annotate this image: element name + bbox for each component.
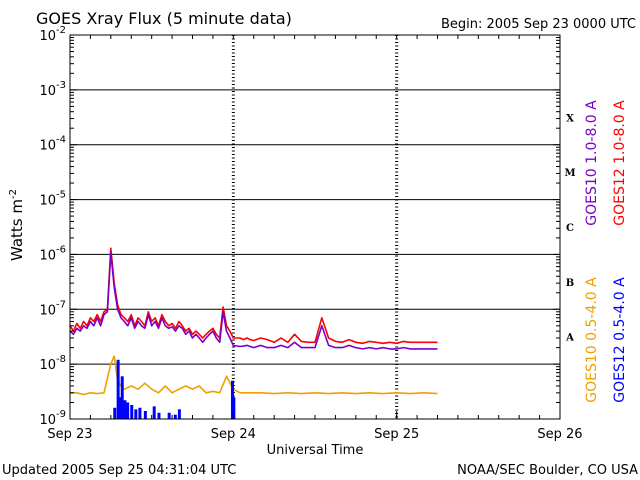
bar-goes12-0-5-4-0-a [120, 376, 124, 419]
gridlines [70, 89, 560, 365]
legend: GOES10 1.0-8.0 A GOES12 1.0-8.0 A GOES10 0… [584, 100, 628, 403]
flare-class-X: X [566, 113, 574, 124]
bar-goes12-0-5-4-0-a [113, 407, 117, 419]
y-tick-label: 10-8 [39, 354, 66, 373]
legend-item: GOES10 0.5-4.0 A [584, 277, 600, 403]
x-axis-ticks: Sep 23 Sep 24 Sep 25 Sep 26 [47, 35, 583, 442]
begin-label: Begin: 2005 Sep 23 0000 UTC [441, 17, 636, 32]
y-tick-label: 10-5 [39, 190, 66, 209]
y-tick-label: 10-3 [39, 80, 66, 99]
bar-goes12-0-5-4-0-a [167, 412, 171, 419]
bar-goes12-0-5-4-0-a [130, 404, 134, 419]
bar-goes12-0-5-4-0-a [138, 407, 142, 419]
data-series [69, 247, 438, 419]
series-goes12-1-0-8-0-a [69, 247, 438, 345]
plot-frame [69, 34, 561, 420]
y-axis-label: Watts m-2 [8, 189, 26, 261]
bar-goes12-0-5-4-0-a [157, 412, 161, 419]
flare-class-labels: A B C M X [564, 113, 575, 343]
bar-goes12-0-5-4-0-a [118, 397, 122, 419]
legend-item: GOES10 1.0-8.0 A [584, 100, 600, 226]
chart-title: GOES Xray Flux (5 minute data) [36, 9, 292, 28]
flare-class-B: B [566, 278, 574, 289]
bar-goes12-0-5-4-0-a [134, 409, 138, 419]
bar-goes12-0-5-4-0-a [123, 400, 127, 419]
flare-class-C: C [566, 223, 574, 234]
bar-goes12-0-5-4-0-a [152, 406, 156, 419]
x-tick-label: Sep 26 [537, 427, 582, 442]
y-tick-label: 10-7 [39, 299, 66, 318]
flare-class-M: M [564, 168, 575, 179]
y-tick-label: 10-4 [39, 135, 66, 154]
x-tick-label: Sep 25 [374, 427, 419, 442]
bar-goes12-0-5-4-0-a [116, 359, 120, 419]
updated-timestamp: Updated 2005 Sep 25 04:31:04 UTC [2, 463, 236, 478]
bar-goes12-0-5-4-0-a [177, 409, 181, 419]
series-goes10-0-5-4-0-a [70, 355, 438, 396]
x-tick-label: Sep 24 [211, 427, 256, 442]
bar-goes12-0-5-4-0-a [126, 402, 130, 419]
legend-item: GOES12 1.0-8.0 A [612, 100, 628, 226]
flare-class-A: A [565, 333, 574, 344]
series-goes10-1-0-8-0-a [69, 251, 438, 350]
day-tick-marks [231, 35, 399, 419]
bar-goes12-0-5-4-0-a [232, 397, 236, 419]
x-tick-label: Sep 23 [47, 427, 92, 442]
x-axis-label: Universal Time [267, 443, 364, 458]
y-tick-label: 10-2 [39, 25, 66, 44]
bar-goes12-0-5-4-0-a [173, 414, 177, 419]
y-tick-label: 10-6 [39, 244, 66, 263]
legend-item: GOES12 0.5-4.0 A [612, 277, 628, 403]
bar-goes12-0-5-4-0-a [143, 410, 147, 419]
credit-text: NOAA/SEC Boulder, CO USA [457, 463, 638, 478]
y-axis-ticks: 10-9 10-8 10-7 10-6 10-5 10-4 10-3 10-2 [39, 25, 560, 428]
y-tick-label: 10-9 [39, 409, 66, 428]
